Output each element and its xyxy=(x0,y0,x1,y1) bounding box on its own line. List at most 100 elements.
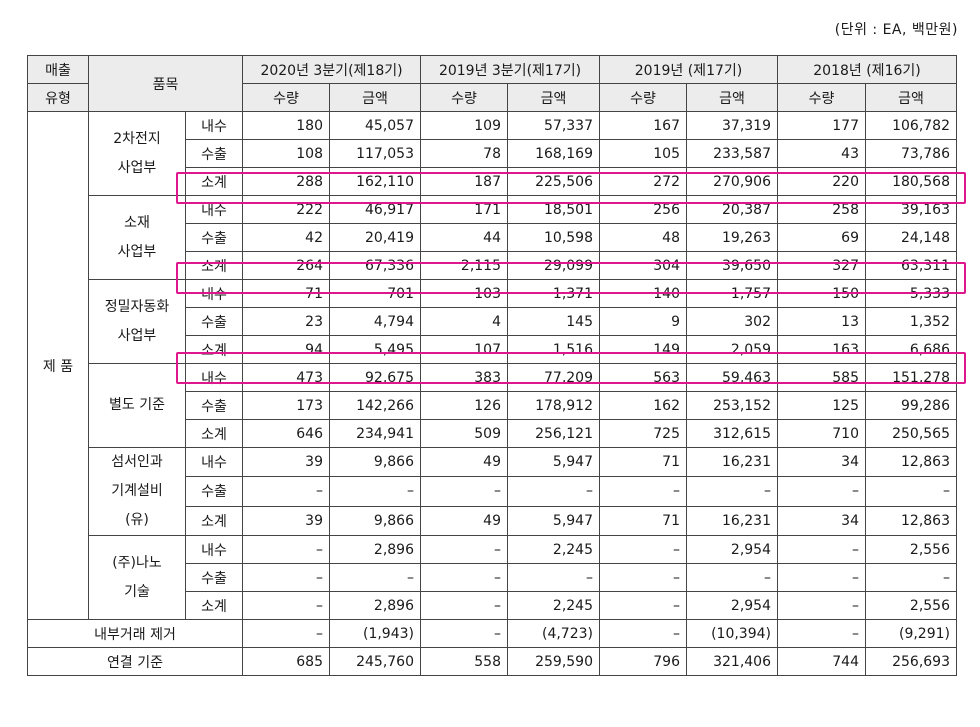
summary-label: 연결 기준 xyxy=(27,647,243,676)
qty-cell: – xyxy=(420,535,508,564)
qty-cell: 39 xyxy=(242,446,330,478)
qty-cell: – xyxy=(242,476,330,507)
row-type: 내수 xyxy=(185,535,243,564)
qty-cell: 173 xyxy=(242,391,330,420)
amount-cell: 57,337 xyxy=(507,111,600,140)
amount-cell: – xyxy=(507,476,600,507)
amount-cell: – xyxy=(507,563,600,592)
qty-cell: 125 xyxy=(777,391,866,420)
qty-cell: 563 xyxy=(599,363,687,392)
qty-cell: 585 xyxy=(777,363,866,392)
qty-cell: 34 xyxy=(777,446,866,478)
amount-cell: 18,501 xyxy=(507,195,600,224)
qty-cell: 94 xyxy=(242,335,330,364)
row-type: 내수 xyxy=(185,111,243,140)
amount-cell: 162,110 xyxy=(329,167,421,196)
division-name-line: 정밀자동화 xyxy=(104,298,170,315)
amount-cell: 145 xyxy=(507,307,600,336)
amount-cell: 16,231 xyxy=(686,505,778,537)
amount-cell: – xyxy=(329,563,421,592)
qty-cell: 49 xyxy=(420,446,508,478)
row-type: 내수 xyxy=(185,195,243,224)
qty-cell: 42 xyxy=(242,223,330,252)
amount-cell: 5,947 xyxy=(507,505,600,537)
amount-cell: 2,954 xyxy=(686,535,778,564)
division-name-line: 섬서인과 xyxy=(111,454,163,470)
division-name-line: 기계설비 xyxy=(111,483,163,499)
amount-cell: 302 xyxy=(686,307,778,336)
amount-cell: – xyxy=(686,563,778,592)
table-row: 소계 646 234,941 509 256,121 725 312,615 710 250,5… xyxy=(28,419,957,448)
amount-cell: 45,057 xyxy=(329,111,421,140)
qty-cell: 71 xyxy=(599,505,687,537)
amount-cell: (9,291) xyxy=(865,619,957,648)
qty-cell: – xyxy=(420,591,508,620)
table-row: 소계 288 162,110 187 225,506 272 270,906 220 180,5… xyxy=(28,167,957,196)
amount-cell: 253,152 xyxy=(686,391,778,420)
table-row: 수출 108 117,053 78 168,169 105 233,587 43 73,786 xyxy=(28,139,957,168)
division-name-line: 사업부 xyxy=(117,159,157,176)
qty-cell: 78 xyxy=(420,139,508,168)
qty-cell: 107 xyxy=(420,335,508,364)
header-sales-type-1: 매출 xyxy=(27,55,89,84)
amount-cell: 2,556 xyxy=(865,591,957,620)
amount-cell: 5,495 xyxy=(329,335,421,364)
product-category-label: 제 품 xyxy=(27,111,89,620)
amount-cell: 1,757 xyxy=(686,279,778,308)
amount-cell: – xyxy=(865,563,957,592)
summary-row: 내부거래 제거 – (1,943) – (4,723) – (10,394) – (9,291) xyxy=(27,619,957,648)
amount-cell: 12,863 xyxy=(865,505,957,537)
amount-cell: (1,943) xyxy=(329,619,421,648)
amount-cell: 24,148 xyxy=(865,223,957,252)
qty-cell: 685 xyxy=(242,647,330,676)
header-qty: 수량 xyxy=(420,83,508,112)
qty-cell: – xyxy=(599,476,687,507)
amount-cell: 5,333 xyxy=(865,279,957,308)
qty-cell: – xyxy=(599,591,687,620)
qty-cell: 162 xyxy=(599,391,687,420)
amount-cell: 2,556 xyxy=(865,535,957,564)
qty-cell: 304 xyxy=(599,251,687,280)
row-type: 소계 xyxy=(185,251,243,280)
qty-cell: 108 xyxy=(242,139,330,168)
qty-cell: – xyxy=(242,591,330,620)
row-type: 소계 xyxy=(185,335,243,364)
row-type: 소계 xyxy=(185,591,243,620)
qty-cell: 9 xyxy=(599,307,687,336)
header-amount: 금액 xyxy=(507,83,600,112)
qty-cell: 126 xyxy=(420,391,508,420)
amount-cell: 12,863 xyxy=(865,446,957,478)
qty-cell: 149 xyxy=(599,335,687,364)
qty-cell: – xyxy=(420,476,508,507)
amount-cell: 106,782 xyxy=(865,111,957,140)
qty-cell: 725 xyxy=(599,419,687,448)
row-type: 수출 xyxy=(185,391,243,420)
amount-cell: 2,245 xyxy=(507,591,600,620)
qty-cell: – xyxy=(242,619,330,648)
amount-cell: 5,947 xyxy=(507,446,600,478)
amount-cell: 59,463 xyxy=(686,363,778,392)
amount-cell: 37,319 xyxy=(686,111,778,140)
amount-cell: 2,245 xyxy=(507,535,600,564)
qty-cell: 39 xyxy=(242,505,330,537)
amount-cell: 2,954 xyxy=(686,591,778,620)
row-type: 내수 xyxy=(185,279,243,308)
header-period: 2020년 3분기(제18기) xyxy=(242,55,421,84)
division-name-line: 사업부 xyxy=(117,243,157,260)
summary-row: 연결 기준 685 245,760 558 259,590 796 321,406 744 25… xyxy=(27,647,957,676)
header-period: 2019년 (제17기) xyxy=(599,55,778,84)
table-row: 수출 – – – – – – – – xyxy=(28,476,957,507)
amount-cell: 1,352 xyxy=(865,307,957,336)
table-row: 소계 264 67,336 2,115 29,099 304 39,650 327 63,311 xyxy=(28,251,957,280)
amount-cell: 9,866 xyxy=(329,446,421,478)
amount-cell: 270,906 xyxy=(686,167,778,196)
division-name-line: (주)나노 xyxy=(112,554,162,571)
qty-cell: 258 xyxy=(777,195,866,224)
amount-cell: – xyxy=(865,476,957,507)
header-sales-type-2: 유형 xyxy=(27,83,89,112)
qty-cell: – xyxy=(599,619,687,648)
qty-cell: – xyxy=(420,563,508,592)
amount-cell: 4,794 xyxy=(329,307,421,336)
header-qty: 수량 xyxy=(242,83,330,112)
amount-cell: 234,941 xyxy=(329,419,421,448)
